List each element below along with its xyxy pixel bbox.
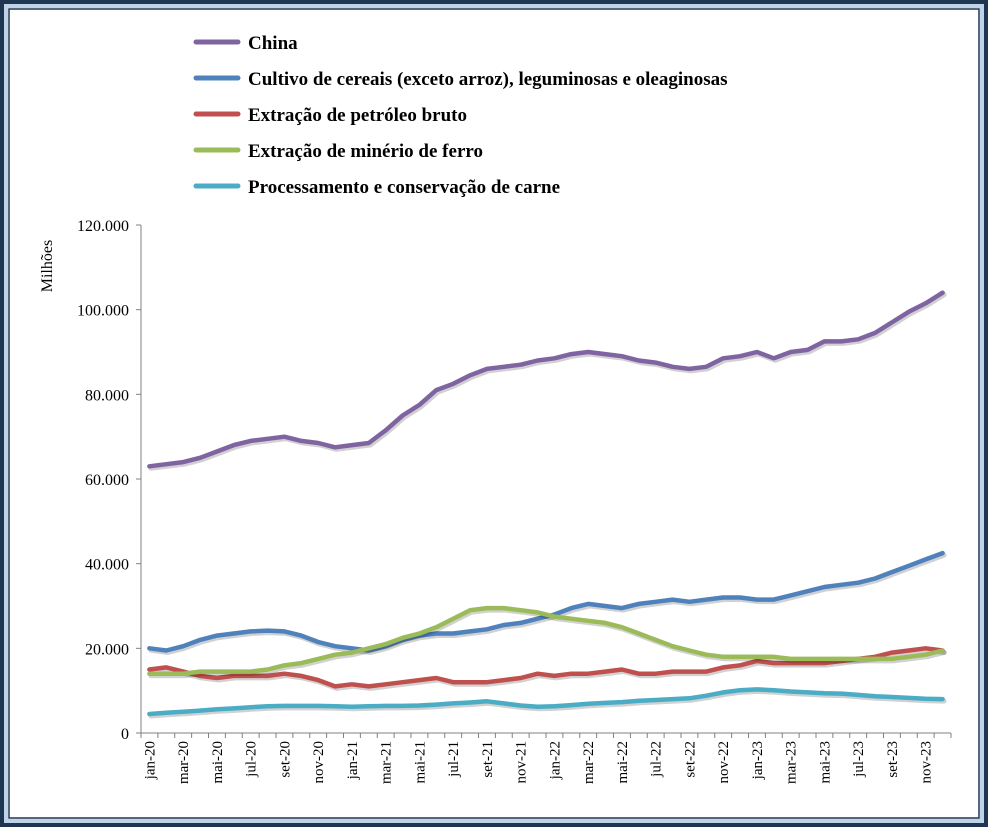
x-tick-label: nov-21	[514, 741, 530, 784]
x-tick-label: nov-20	[311, 741, 327, 784]
x-tick-label: jan-20	[142, 741, 158, 780]
x-tick-label: mai-20	[210, 741, 226, 784]
x-tick-label: mar-22	[581, 741, 597, 784]
y-tick-label: 80.000	[85, 387, 129, 404]
x-tick-label: jul-23	[851, 741, 867, 778]
legend-label: Processamento e conservação de carne	[248, 177, 560, 198]
x-tick-label: jan-23	[750, 741, 766, 780]
y-tick-label: 100.000	[77, 303, 129, 320]
x-tick-label: jul-20	[244, 741, 260, 778]
legend-label: Extração de minério de ferro	[248, 141, 483, 162]
legend-label: Extração de petróleo bruto	[248, 105, 467, 126]
y-axis-title: Milhões	[39, 240, 56, 292]
x-tick-label: set-21	[480, 741, 496, 778]
x-tick-label: mai-22	[615, 741, 631, 784]
y-tick-label: 40.000	[85, 557, 129, 574]
x-tick-label: jan-21	[345, 741, 361, 780]
series-line-1	[147, 290, 945, 469]
inner-border-band	[4, 4, 984, 823]
x-tick-label: jul-22	[649, 741, 665, 778]
x-tick-label: set-22	[682, 741, 698, 778]
y-tick-label: 20.000	[85, 641, 129, 658]
x-tick-label: set-20	[277, 741, 293, 778]
x-tick-label: mai-23	[817, 741, 833, 784]
series-line-3	[147, 646, 945, 689]
legend: China Cultivo de cereais (exceto arroz), …	[193, 33, 728, 198]
x-tick-label: mar-20	[176, 741, 192, 784]
x-axis: jan-20 mar-20 mai-20 jul-20 set-20 nov-20 jan-…	[140, 732, 952, 784]
x-tick-label: mar-21	[379, 741, 395, 784]
x-tick-label: jul-21	[446, 741, 462, 778]
series-line-5	[147, 687, 945, 717]
legend-label: China	[248, 33, 298, 54]
series-group	[147, 290, 947, 719]
legend-label: Cultivo de cereais (exceto arroz), legum…	[248, 69, 728, 90]
x-tick-label: nov-22	[716, 741, 732, 784]
y-axis: 0 20.000 40.000 60.000 80.000 100.000 120.000	[77, 218, 142, 743]
x-tick-label: mai-21	[412, 741, 428, 784]
x-tick-label: jan-22	[547, 741, 563, 780]
x-tick-label: mar-23	[784, 741, 800, 784]
series-line-4	[147, 605, 945, 676]
x-tick-label: nov-23	[919, 741, 935, 784]
y-tick-label: 0	[121, 726, 129, 743]
x-tick-label: set-23	[885, 741, 901, 778]
y-tick-label: 120.000	[77, 218, 129, 235]
y-tick-label: 60.000	[85, 472, 129, 489]
